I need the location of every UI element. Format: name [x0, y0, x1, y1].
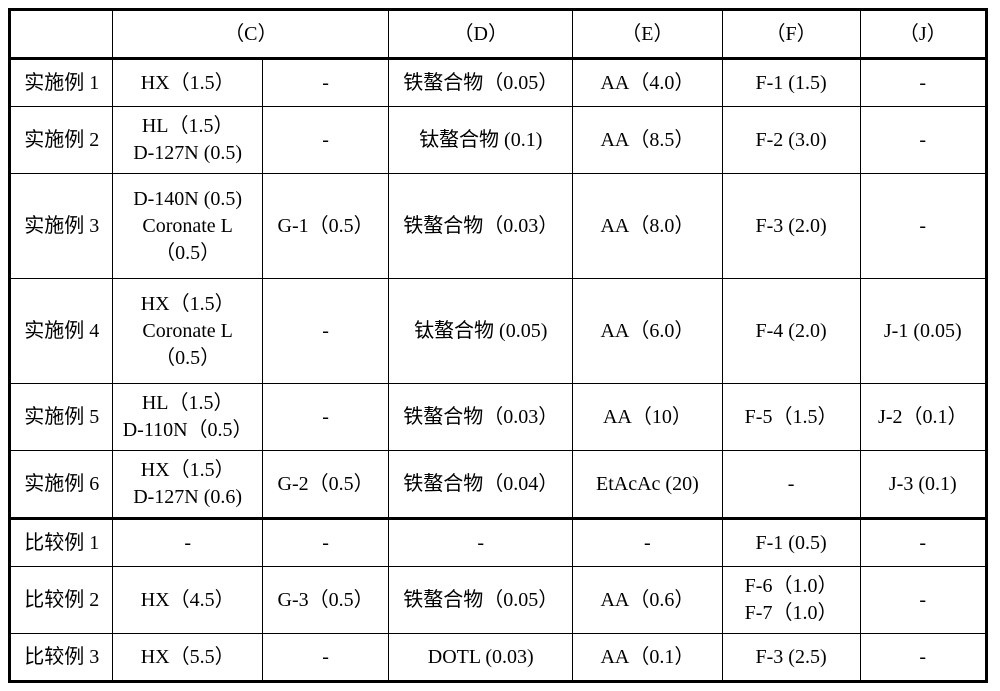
- table-row: 实施例 4HX（1.5）Coronate L（0.5）-钛螯合物 (0.05)A…: [10, 279, 987, 384]
- cell-D: 钛螯合物 (0.1): [389, 107, 573, 174]
- row-label: 实施例 3: [10, 174, 113, 279]
- cell-C2: -: [262, 634, 388, 682]
- cell-F: -: [722, 451, 860, 519]
- cell-D: DOTL (0.03): [389, 634, 573, 682]
- cell-F: F-2 (3.0): [722, 107, 860, 174]
- cell-C2: -: [262, 107, 388, 174]
- cell-C1: HX（4.5）: [113, 567, 262, 634]
- cell-D: 铁螯合物（0.05）: [389, 59, 573, 107]
- table-body: 实施例 1HX（1.5）-铁螯合物（0.05）AA（4.0）F-1 (1.5)-…: [10, 59, 987, 682]
- header-row: （C） （D） （E） （F） （J）: [10, 10, 987, 59]
- table-row: 实施例 3D-140N (0.5)Coronate L（0.5）G-1（0.5）…: [10, 174, 987, 279]
- cell-E: AA（8.0）: [573, 174, 722, 279]
- table-row: 实施例 6HX（1.5）D-127N (0.6)G-2（0.5）铁螯合物（0.0…: [10, 451, 987, 519]
- cell-D: 铁螯合物（0.04）: [389, 451, 573, 519]
- cell-C1: HL（1.5）D-110N（0.5）: [113, 384, 262, 451]
- cell-C2: G-1（0.5）: [262, 174, 388, 279]
- cell-C1: HX（1.5）Coronate L（0.5）: [113, 279, 262, 384]
- cell-J: J-2（0.1）: [860, 384, 986, 451]
- cell-E: AA（10）: [573, 384, 722, 451]
- cell-F: F-1 (0.5): [722, 519, 860, 567]
- row-label: 实施例 2: [10, 107, 113, 174]
- cell-C1: HL（1.5）D-127N (0.5): [113, 107, 262, 174]
- cell-E: AA（4.0）: [573, 59, 722, 107]
- table-row: 实施例 2HL（1.5）D-127N (0.5)-钛螯合物 (0.1)AA（8.…: [10, 107, 987, 174]
- row-label: 实施例 6: [10, 451, 113, 519]
- cell-E: -: [573, 519, 722, 567]
- header-C: （C）: [113, 10, 389, 59]
- data-table: （C） （D） （E） （F） （J） 实施例 1HX（1.5）-铁螯合物（0.…: [8, 8, 988, 683]
- header-blank: [10, 10, 113, 59]
- cell-F: F-6（1.0）F-7（1.0）: [722, 567, 860, 634]
- row-label: 实施例 5: [10, 384, 113, 451]
- cell-J: J-1 (0.05): [860, 279, 986, 384]
- cell-C1: HX（1.5）: [113, 59, 262, 107]
- cell-F: F-3 (2.0): [722, 174, 860, 279]
- cell-J: -: [860, 519, 986, 567]
- cell-C2: G-2（0.5）: [262, 451, 388, 519]
- cell-F: F-4 (2.0): [722, 279, 860, 384]
- cell-C1: HX（5.5）: [113, 634, 262, 682]
- cell-C2: G-3（0.5）: [262, 567, 388, 634]
- header-F: （F）: [722, 10, 860, 59]
- cell-J: -: [860, 567, 986, 634]
- cell-D: 铁螯合物（0.05）: [389, 567, 573, 634]
- cell-D: 钛螯合物 (0.05): [389, 279, 573, 384]
- cell-J: -: [860, 59, 986, 107]
- cell-C2: -: [262, 279, 388, 384]
- header-E: （E）: [573, 10, 722, 59]
- table-row: 实施例 1HX（1.5）-铁螯合物（0.05）AA（4.0）F-1 (1.5)-: [10, 59, 987, 107]
- table-row: 比较例 1----F-1 (0.5)-: [10, 519, 987, 567]
- cell-C2: -: [262, 59, 388, 107]
- row-label: 比较例 1: [10, 519, 113, 567]
- cell-D: 铁螯合物（0.03）: [389, 174, 573, 279]
- row-label: 实施例 4: [10, 279, 113, 384]
- header-D: （D）: [389, 10, 573, 59]
- cell-C2: -: [262, 384, 388, 451]
- table-row: 实施例 5HL（1.5）D-110N（0.5）-铁螯合物（0.03）AA（10）…: [10, 384, 987, 451]
- cell-F: F-3 (2.5): [722, 634, 860, 682]
- cell-C1: HX（1.5）D-127N (0.6): [113, 451, 262, 519]
- cell-F: F-5（1.5）: [722, 384, 860, 451]
- cell-C2: -: [262, 519, 388, 567]
- table-row: 比较例 3HX（5.5）-DOTL (0.03)AA（0.1）F-3 (2.5)…: [10, 634, 987, 682]
- cell-E: AA（0.1）: [573, 634, 722, 682]
- cell-D: -: [389, 519, 573, 567]
- cell-C1: -: [113, 519, 262, 567]
- cell-E: AA（6.0）: [573, 279, 722, 384]
- header-J: （J）: [860, 10, 986, 59]
- cell-J: J-3 (0.1): [860, 451, 986, 519]
- row-label: 比较例 3: [10, 634, 113, 682]
- row-label: 比较例 2: [10, 567, 113, 634]
- cell-J: -: [860, 107, 986, 174]
- cell-C1: D-140N (0.5)Coronate L（0.5）: [113, 174, 262, 279]
- row-label: 实施例 1: [10, 59, 113, 107]
- cell-J: -: [860, 634, 986, 682]
- cell-E: EtAcAc (20): [573, 451, 722, 519]
- table-row: 比较例 2HX（4.5）G-3（0.5）铁螯合物（0.05）AA（0.6）F-6…: [10, 567, 987, 634]
- cell-E: AA（0.6）: [573, 567, 722, 634]
- cell-E: AA（8.5）: [573, 107, 722, 174]
- cell-F: F-1 (1.5): [722, 59, 860, 107]
- cell-J: -: [860, 174, 986, 279]
- cell-D: 铁螯合物（0.03）: [389, 384, 573, 451]
